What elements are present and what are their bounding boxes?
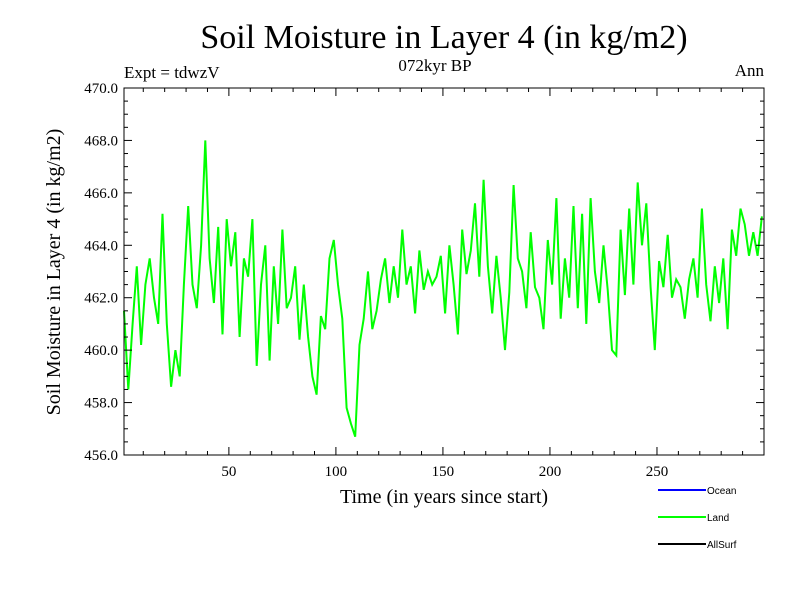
chart-title: Soil Moisture in Layer 4 (in kg/m2): [200, 19, 687, 56]
y-tick-label: 462.0: [84, 291, 118, 307]
x-tick-label: 250: [646, 464, 669, 480]
legend: Ocean Land AllSurf: [658, 486, 737, 551]
legend-label-allsurf: AllSurf: [707, 540, 737, 551]
x-axis-tick-labels: 50 100 150 200 250: [221, 464, 668, 480]
y-axis-label: Soil Moisture in Layer 4 (in kg/m2): [43, 129, 65, 416]
axis-ticks: [124, 87, 764, 456]
x-tick-label: 100: [325, 464, 348, 480]
y-axis-tick-labels: 456.0 458.0 460.0 462.0 464.0 466.0 468.0 470.0: [84, 81, 118, 464]
y-tick-label: 460.0: [84, 343, 118, 359]
y-tick-label: 470.0: [84, 81, 118, 97]
plot-area: [123, 87, 765, 456]
y-tick-label: 468.0: [84, 133, 118, 149]
x-tick-label: 200: [539, 464, 562, 480]
y-tick-label: 464.0: [84, 238, 118, 254]
y-tick-label: 458.0: [84, 396, 118, 412]
x-tick-label: 150: [432, 464, 455, 480]
x-tick-label: 50: [221, 464, 236, 480]
chart-subtitle: 072kyr BP: [398, 56, 471, 75]
season-label: Ann: [735, 61, 765, 80]
y-tick-label: 466.0: [84, 186, 118, 202]
legend-label-land: Land: [707, 513, 729, 524]
legend-label-ocean: Ocean: [707, 486, 736, 497]
y-tick-label: 456.0: [84, 448, 118, 464]
experiment-label: Expt = tdwzV: [124, 63, 220, 82]
series-line-land: [123, 140, 763, 438]
x-axis-label: Time (in years since start): [340, 486, 548, 508]
